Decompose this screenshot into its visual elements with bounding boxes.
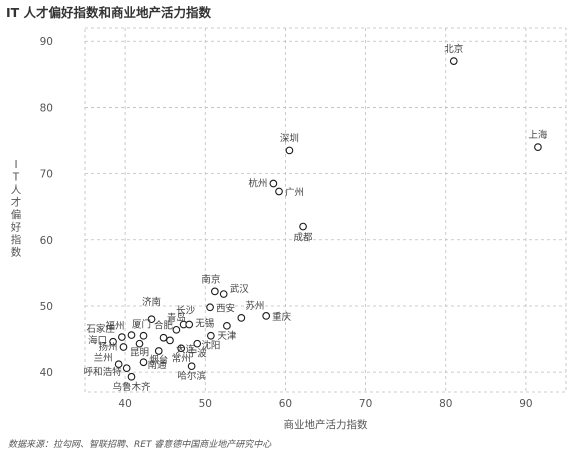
data-point [223, 321, 231, 330]
data-point [139, 358, 148, 367]
data-point [114, 360, 123, 369]
point-label: 常州 [172, 352, 191, 364]
point-label: 大连 [176, 343, 196, 355]
data-point [275, 187, 283, 196]
x-tick-label: 90 [519, 398, 532, 410]
data-point [154, 347, 163, 355]
grid [84, 27, 567, 393]
point-label: 南京 [201, 273, 220, 285]
data-point [187, 362, 196, 371]
data-point [119, 343, 128, 351]
point-label: 兰州 [94, 352, 113, 364]
data-point [118, 333, 126, 341]
data-point [177, 344, 186, 353]
point-label: 西安 [216, 302, 235, 314]
data-point [262, 312, 271, 320]
data-point [166, 336, 174, 345]
point-label: 武汉 [230, 283, 250, 295]
point-label: 成都 [294, 232, 314, 244]
data-point [139, 331, 148, 340]
point-label: 北京 [444, 43, 463, 55]
point-label: 无锡 [195, 317, 214, 329]
point-label: 呼和浩特 [84, 366, 123, 378]
data-point [127, 372, 136, 381]
plot-frame [84, 27, 567, 393]
data-point [269, 179, 278, 188]
y-axis-label-text: I T 人才偏好指数 [11, 159, 22, 259]
y-tick-label: 40 [40, 367, 53, 379]
point-label: 烟台 [149, 354, 168, 366]
point-label: 苏州 [245, 300, 264, 312]
data-point [207, 331, 215, 340]
y-tick-label: 70 [40, 169, 53, 181]
point-label: 海口 [88, 335, 107, 347]
data-point [193, 339, 202, 348]
data-point [206, 303, 214, 312]
data-source-note: 数据来源：拉勾网、智联招聘、RET 睿意德中国商业地产研究中心 [8, 440, 272, 450]
point-label: 杭州 [248, 178, 267, 190]
x-axis-label: 商业地产活力指数 [284, 418, 368, 431]
data-point [449, 57, 458, 65]
data-point [109, 337, 117, 346]
data-point [299, 222, 307, 231]
y-axis-label: I T 人才偏好指数 [11, 159, 22, 259]
point-label: 沈阳 [201, 340, 220, 352]
point-label: 天津 [217, 331, 237, 342]
x-tick-label: 70 [359, 398, 372, 410]
point-label: 合肥 [154, 320, 174, 332]
data-point [147, 315, 156, 324]
data-point [219, 290, 228, 298]
data-point [135, 339, 144, 348]
y-tick-label: 90 [40, 36, 53, 48]
point-label: 宁波 [188, 348, 208, 360]
data-point [159, 333, 168, 342]
point-label: 长沙 [176, 304, 196, 316]
x-tick-label: 60 [279, 398, 292, 410]
data-point [172, 325, 181, 334]
y-tick-label: 80 [40, 102, 53, 114]
point-label: 昆明 [130, 348, 149, 359]
data-point [185, 320, 194, 329]
point-label: 深圳 [280, 133, 299, 144]
chart-title: IT 人才偏好指数和商业地产活力指数 [6, 5, 212, 20]
point-label: 重庆 [272, 311, 292, 323]
point-label: 福州 [105, 320, 124, 332]
point-label: 青岛 [167, 312, 186, 324]
point-label: 乌鲁木齐 [112, 381, 151, 393]
point-label: 广州 [285, 186, 304, 198]
y-tick-label: 60 [40, 235, 53, 247]
point-label: 上海 [528, 129, 548, 141]
x-tick-label: 80 [439, 398, 452, 410]
point-label: 济南 [142, 296, 161, 308]
ticks: 40 50 60 70 80 90 40 50 60 70 80 90 [40, 36, 533, 410]
y-tick-label: 50 [40, 301, 53, 313]
data-point [285, 146, 294, 155]
data-point [534, 143, 542, 151]
x-tick-label: 40 [118, 398, 131, 410]
point-label: 扬州 [98, 341, 117, 353]
point-label: 南通 [148, 359, 168, 371]
data-point [122, 364, 131, 373]
point-label: 哈尔滨 [177, 370, 206, 382]
point-label: 石家庄 [86, 323, 115, 335]
x-tick-label: 50 [199, 398, 212, 410]
data-points [109, 57, 542, 381]
point-label: 厦门 [132, 319, 151, 331]
data-point [127, 331, 136, 339]
data-point [237, 314, 246, 322]
data-point [211, 287, 219, 296]
